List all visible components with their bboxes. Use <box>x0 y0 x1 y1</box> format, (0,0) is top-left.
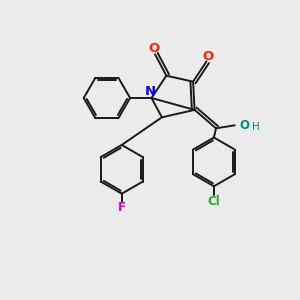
Text: Cl: Cl <box>208 195 220 208</box>
Text: O: O <box>202 50 214 63</box>
Text: O: O <box>148 42 159 56</box>
Text: N: N <box>144 85 156 98</box>
Text: O: O <box>239 119 250 132</box>
Text: H: H <box>252 122 260 132</box>
Text: F: F <box>118 201 126 214</box>
